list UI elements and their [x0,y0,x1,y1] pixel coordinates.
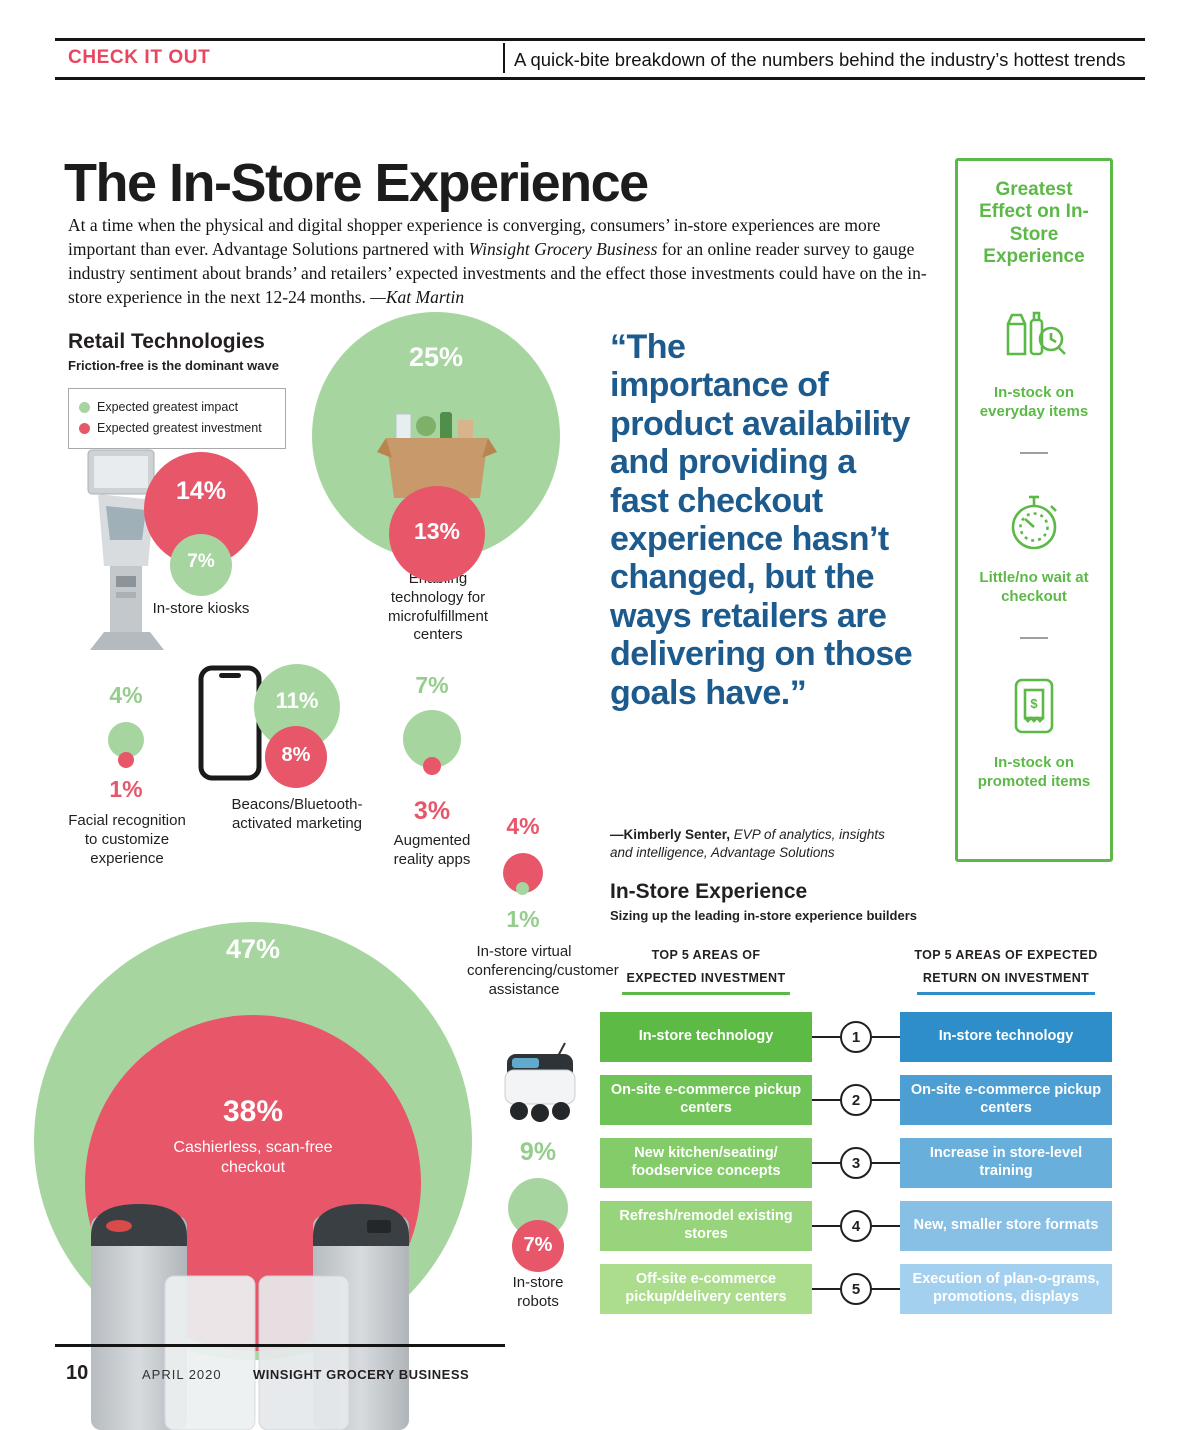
facial-label: Facial recognition to customize experien… [68,812,186,867]
grocery-box-illustration [377,412,497,498]
virtual-impact-bubble [516,882,529,895]
roi-rank-box: New, smaller store formats [900,1201,1112,1251]
microfulfillment-investment-value: 13% [413,518,461,544]
kiosks-label: In-store kiosks [152,600,250,617]
grocery-items-icon [1006,311,1066,355]
footer-rule [55,1344,505,1347]
footer-date: APRIL 2020 [142,1367,222,1382]
pull-quote: “The importance of product availability … [610,328,913,712]
rank-number: 5 [840,1273,872,1305]
ar-investment-value: 3% [413,797,451,825]
cashierless-impact-value: 47% [225,934,281,964]
kiosks-investment-value: 14% [175,477,227,505]
investment-rank-box: On-site e-commerce pickup centers [600,1075,812,1125]
facial-impact-value: 4% [109,682,143,708]
ar-impact-value: 7% [415,672,449,698]
facial-investment-value: 1% [109,776,143,802]
roi-header-rule [917,992,1095,995]
section-tagline: A quick-bite breakdown of the numbers be… [514,49,1126,70]
intro-text-after: for an online reader survey to gauge ind… [68,239,927,308]
investment-rank-box: Off-site e-commerce pickup/delivery cent… [600,1264,812,1314]
ar-label: Augmented reality apps [393,832,471,868]
page-title: The In-Store Experience [64,153,649,213]
investment-rank-box: Refresh/remodel existing stores [600,1201,812,1251]
intro-byline: —Kat Martin [370,287,465,308]
kiosks-impact-value: 7% [187,551,215,572]
roi-rank-box: Increase in store-level training [900,1138,1112,1188]
impact-dot-icon [79,402,90,414]
in-store-experience-subtitle: Sizing up the leading in-store experienc… [610,908,918,923]
legend-item: Expected greatest impact [79,397,275,418]
mobile-payment-icon: $ [1014,678,1054,733]
rank-number: 3 [840,1147,872,1179]
kiosk-illustration [87,449,164,650]
panel-item-label: In-stock on everyday items [979,383,1089,421]
robots-impact-value: 9% [519,1138,557,1166]
in-store-experience-title: In-Store Experience [610,880,808,903]
robots-investment-value: 7% [523,1234,553,1256]
rank-number: 2 [840,1084,872,1116]
delivery-robot-illustration [504,1042,576,1122]
section-kicker: CHECK IT OUT [68,47,211,68]
panel-divider [1020,636,1048,639]
footer-publication: WINSIGHT GROCERY BUSINESS [253,1367,470,1382]
top-rule [55,38,1145,41]
roi-header-line2: RETURN ON INVESTMENT [922,971,1090,985]
beacons-investment-value: 8% [281,744,311,766]
investment-rank-box: New kitchen/seating/ foodservice concept… [600,1138,812,1188]
panel-divider [1020,451,1048,454]
robots-investment-bubble [512,1220,564,1272]
roi-rank-box: On-site e-commerce pickup centers [900,1075,1112,1125]
ar-investment-bubble [423,757,441,775]
intro-text-before: At a time when the physical and digital … [68,215,881,260]
beacons-label: Beacons/Bluetooth-activated marketing [231,796,363,832]
intro-text-italic: Winsight Grocery Business [468,239,658,260]
beacons-impact-value: 11% [275,688,319,713]
beacons-investment-bubble [265,726,327,788]
virtual-label: In-store virtual conferencing/customer a… [467,943,619,998]
legend-label: Expected greatest investment [97,421,262,436]
checkout-gates-illustration [91,1204,409,1430]
header-bottom-rule [55,77,1145,80]
investment-dot-icon [79,423,90,435]
roi-header-line1: TOP 5 AREAS OF EXPECTED [914,948,1098,962]
cashierless-investment-value: 38% [222,1095,284,1128]
attribution-role: EVP of analytics, insights and intellige… [610,827,885,861]
investment-header-rule [622,992,790,995]
panel-title: Greatest Effect on In-Store Experience [979,179,1089,268]
panel-item-label: In-stock on promoted items [977,753,1091,791]
retail-tech-title: Retail Technologies [68,330,265,353]
virtual-investment-value: 4% [506,813,540,839]
greatest-effect-panel: Greatest Effect on In-Store Experience I… [955,158,1113,862]
svg-text:$: $ [1030,696,1038,711]
virtual-impact-value: 1% [506,906,540,932]
panel-item-label: Little/no wait at checkout [979,568,1089,606]
microfulfillment-investment-bubble [389,486,485,582]
roi-rank-box: In-store technology [900,1012,1112,1062]
chart-legend: Expected greatest impact Expected greate… [68,388,286,449]
stopwatch-icon [1011,495,1057,549]
robots-label: In-store robots [512,1274,564,1310]
page-number: 10 [66,1362,89,1384]
retail-tech-subtitle: Friction-free is the dominant wave [68,358,279,373]
rank-number: 4 [840,1210,872,1242]
investment-header-line1: TOP 5 AREAS OF [651,948,761,962]
rank-number: 1 [840,1021,872,1053]
legend-label: Expected greatest impact [97,400,239,414]
attribution-name: —Kimberly Senter, [610,827,731,842]
investment-header-line2: EXPECTED INVESTMENT [626,971,786,985]
microfulfillment-impact-value: 25% [408,342,464,372]
header-divider [503,43,505,73]
investment-rank-box: In-store technology [600,1012,812,1062]
cashierless-label: Cashierless, scan-free checkout [173,1139,333,1176]
quote-attribution: —Kimberly Senter, EVP of analytics, insi… [610,826,910,862]
kiosks-impact-bubble [170,534,232,596]
facial-investment-bubble [118,752,134,768]
smartphone-illustration [198,665,262,781]
roi-rank-box: Execution of plan-o-grams, promotions, d… [900,1264,1112,1314]
legend-item: Expected greatest investment [79,418,275,439]
intro-paragraph: At a time when the physical and digital … [68,213,934,310]
microfulfillment-label: Enabling technology for microfulfillment… [387,570,489,644]
